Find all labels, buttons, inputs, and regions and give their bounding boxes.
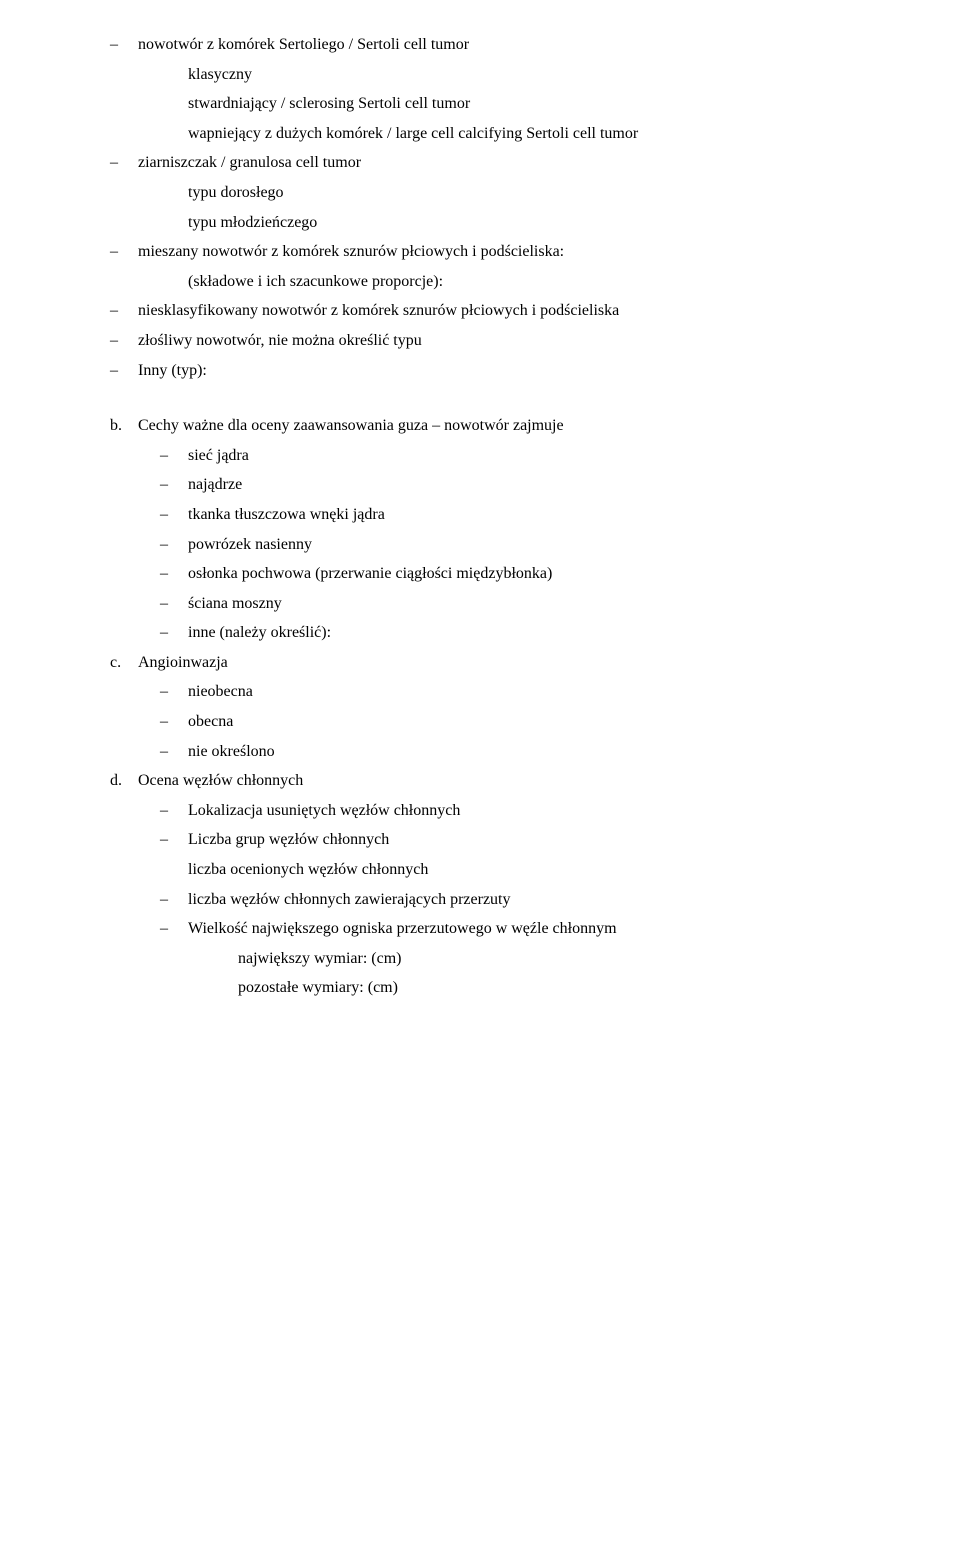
list-item: liczba ocenionych węzłów chłonnych: [110, 855, 850, 885]
heading-text: Angioinwazja: [138, 648, 850, 678]
item-text: Lokalizacja usuniętych węzłów chłonnych: [188, 796, 850, 826]
list-item: – Wielkość największego ogniska przerzut…: [110, 914, 850, 944]
item-text: ściana moszny: [188, 589, 850, 619]
section-heading: b. Cechy ważne dla oceny zaawansowania g…: [110, 411, 850, 441]
dash-icon: –: [110, 326, 138, 356]
item-text: klasyczny: [188, 60, 850, 90]
dash-icon: –: [160, 530, 188, 560]
dash-icon: –: [160, 914, 188, 944]
dash-icon: –: [160, 737, 188, 767]
section-gap: [110, 385, 850, 411]
dash-icon: –: [110, 237, 138, 267]
list-item: – liczba węzłów chłonnych zawierających …: [110, 885, 850, 915]
section-c: c. Angioinwazja – nieobecna – obecna – n…: [110, 648, 850, 766]
dash-icon: –: [160, 825, 188, 855]
item-text: liczba ocenionych węzłów chłonnych: [188, 855, 850, 885]
dash-icon: –: [160, 559, 188, 589]
item-text: powrózek nasienny: [188, 530, 850, 560]
dash-icon: –: [110, 296, 138, 326]
list-item: – tkanka tłuszczowa wnęki jądra: [110, 500, 850, 530]
item-text: Inny (typ):: [138, 356, 850, 386]
list-item: – powrózek nasienny: [110, 530, 850, 560]
list-item: wapniejący z dużych komórek / large cell…: [110, 119, 850, 149]
list-item: – ściana moszny: [110, 589, 850, 619]
item-text: liczba węzłów chłonnych zawierających pr…: [188, 885, 850, 915]
list-item: – ziarniszczak / granulosa cell tumor: [110, 148, 850, 178]
list-item: typu młodzieńczego: [110, 208, 850, 238]
section-b: b. Cechy ważne dla oceny zaawansowania g…: [110, 411, 850, 648]
list-item: stwardniający / sclerosing Sertoli cell …: [110, 89, 850, 119]
dash-icon: –: [160, 677, 188, 707]
list-item: – złośliwy nowotwór, nie można określić …: [110, 326, 850, 356]
item-text: osłonka pochwowa (przerwanie ciągłości m…: [188, 559, 850, 589]
list-item: – mieszany nowotwór z komórek sznurów pł…: [110, 237, 850, 267]
list-item: – Liczba grup węzłów chłonnych: [110, 825, 850, 855]
item-text: największy wymiar: (cm): [238, 944, 850, 974]
item-text: wapniejący z dużych komórek / large cell…: [188, 119, 850, 149]
list-item: – Lokalizacja usuniętych węzłów chłonnyc…: [110, 796, 850, 826]
item-text: (składowe i ich szacunkowe proporcje):: [188, 267, 850, 297]
list-item: – najądrze: [110, 470, 850, 500]
list-item: – sieć jądra: [110, 441, 850, 471]
section-heading: c. Angioinwazja: [110, 648, 850, 678]
item-text: inne (należy określić):: [188, 618, 850, 648]
section-d: d. Ocena węzłów chłonnych – Lokalizacja …: [110, 766, 850, 1003]
section-top: – nowotwór z komórek Sertoliego / Sertol…: [110, 30, 850, 385]
list-item: – nie określono: [110, 737, 850, 767]
list-item: pozostałe wymiary: (cm): [110, 973, 850, 1003]
dash-icon: –: [160, 618, 188, 648]
item-text: typu młodzieńczego: [188, 208, 850, 238]
list-item: klasyczny: [110, 60, 850, 90]
item-text: Liczba grup węzłów chłonnych: [188, 825, 850, 855]
list-item: typu dorosłego: [110, 178, 850, 208]
list-item: – osłonka pochwowa (przerwanie ciągłości…: [110, 559, 850, 589]
item-text: sieć jądra: [188, 441, 850, 471]
section-heading: d. Ocena węzłów chłonnych: [110, 766, 850, 796]
dash-icon: –: [160, 441, 188, 471]
item-text: Wielkość największego ogniska przerzutow…: [188, 914, 850, 944]
item-text: pozostałe wymiary: (cm): [238, 973, 850, 1003]
list-item: największy wymiar: (cm): [110, 944, 850, 974]
item-text: mieszany nowotwór z komórek sznurów płci…: [138, 237, 850, 267]
item-text: niesklasyfikowany nowotwór z komórek szn…: [138, 296, 850, 326]
list-item: – obecna: [110, 707, 850, 737]
item-text: typu dorosłego: [188, 178, 850, 208]
item-text: złośliwy nowotwór, nie można określić ty…: [138, 326, 850, 356]
list-item: – Inny (typ):: [110, 356, 850, 386]
dash-icon: –: [110, 356, 138, 386]
list-item: (składowe i ich szacunkowe proporcje):: [110, 267, 850, 297]
dash-icon: –: [160, 470, 188, 500]
item-text: tkanka tłuszczowa wnęki jądra: [188, 500, 850, 530]
dash-icon: –: [160, 707, 188, 737]
item-text: nowotwór z komórek Sertoliego / Sertoli …: [138, 30, 850, 60]
dash-icon: –: [160, 589, 188, 619]
heading-text: Ocena węzłów chłonnych: [138, 766, 850, 796]
letter-marker: c.: [110, 648, 138, 678]
item-text: obecna: [188, 707, 850, 737]
item-text: nie określono: [188, 737, 850, 767]
letter-marker: b.: [110, 411, 138, 441]
heading-text: Cechy ważne dla oceny zaawansowania guza…: [138, 411, 850, 441]
dash-icon: –: [160, 500, 188, 530]
item-text: nieobecna: [188, 677, 850, 707]
list-item: – nowotwór z komórek Sertoliego / Sertol…: [110, 30, 850, 60]
letter-marker: d.: [110, 766, 138, 796]
dash-icon: –: [110, 30, 138, 60]
dash-icon: –: [110, 148, 138, 178]
item-text: ziarniszczak / granulosa cell tumor: [138, 148, 850, 178]
dash-icon: –: [160, 796, 188, 826]
item-text: najądrze: [188, 470, 850, 500]
list-item: – inne (należy określić):: [110, 618, 850, 648]
dash-icon: –: [160, 885, 188, 915]
list-item: – niesklasyfikowany nowotwór z komórek s…: [110, 296, 850, 326]
item-text: stwardniający / sclerosing Sertoli cell …: [188, 89, 850, 119]
list-item: – nieobecna: [110, 677, 850, 707]
